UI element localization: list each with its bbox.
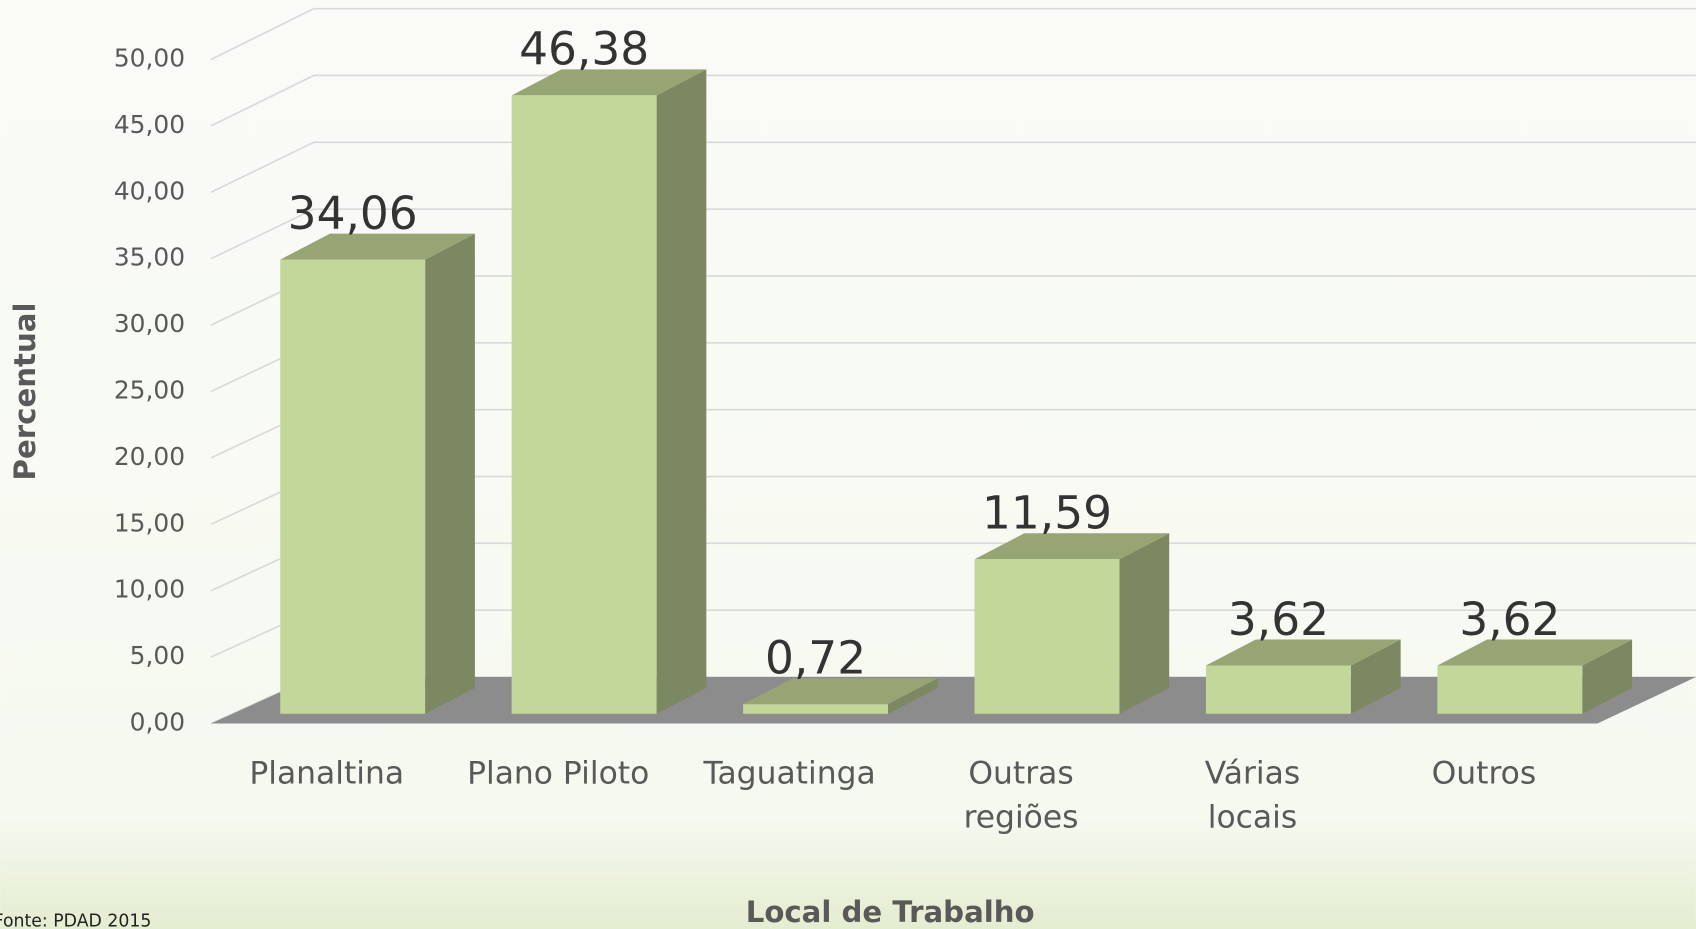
- x-tick-label: Outras regiões: [964, 755, 1079, 835]
- bar-side: [425, 233, 475, 714]
- y-tick-label: 15,00: [114, 508, 185, 537]
- bar-top: [1205, 639, 1401, 666]
- data-label: 46,38: [519, 23, 649, 76]
- grid-line: [210, 74, 1696, 127]
- y-tick-label: 10,00: [114, 575, 185, 604]
- bar: [1205, 665, 1351, 714]
- source-note: Fonte: PDAD 2015: [0, 911, 151, 929]
- bar-side: [1119, 533, 1170, 714]
- bar: [1437, 665, 1583, 714]
- data-label: 3,62: [1228, 593, 1329, 646]
- bar-top: [511, 69, 707, 96]
- y-tick-label: 40,00: [114, 176, 185, 205]
- y-axis-title: Percentual: [8, 303, 42, 481]
- bar-top: [743, 678, 938, 705]
- bar-top: [1437, 639, 1633, 666]
- y-tick-label: 25,00: [114, 375, 185, 404]
- data-label: 0,72: [765, 631, 866, 684]
- x-tick-label: Taguatinga: [703, 755, 876, 791]
- y-tick-label: 30,00: [114, 309, 185, 338]
- y-tick-label: 0,00: [130, 708, 185, 737]
- bar-side: [656, 69, 707, 714]
- x-tick-label: Plano Piloto: [467, 755, 649, 791]
- bar: [743, 704, 889, 714]
- bar-side: [888, 678, 938, 714]
- bar: [280, 259, 426, 714]
- grid-line: [210, 208, 1696, 260]
- bar: [974, 559, 1120, 714]
- y-tick-label: 35,00: [114, 243, 185, 272]
- bar-top: [280, 233, 475, 260]
- grid-line: [210, 141, 1696, 194]
- bar-side: [1582, 639, 1633, 714]
- bar-side: [1350, 639, 1401, 714]
- y-tick-label: 5,00: [130, 641, 185, 670]
- bar: [511, 95, 657, 714]
- x-tick-label: Planaltina: [249, 755, 404, 791]
- data-label: 3,62: [1459, 593, 1560, 646]
- x-tick-label: Várias locais: [1205, 755, 1300, 835]
- grid-line: [210, 7, 1696, 61]
- y-tick-label: 50,00: [114, 43, 185, 72]
- x-tick-label: Outros: [1432, 755, 1537, 791]
- y-tick-label: 20,00: [114, 442, 185, 471]
- data-label: 11,59: [982, 486, 1112, 539]
- y-tick-label: 45,00: [114, 110, 185, 139]
- data-label: 34,06: [288, 187, 418, 240]
- bar-top: [974, 533, 1170, 560]
- x-axis-title: Local de Trabalho: [746, 895, 1035, 929]
